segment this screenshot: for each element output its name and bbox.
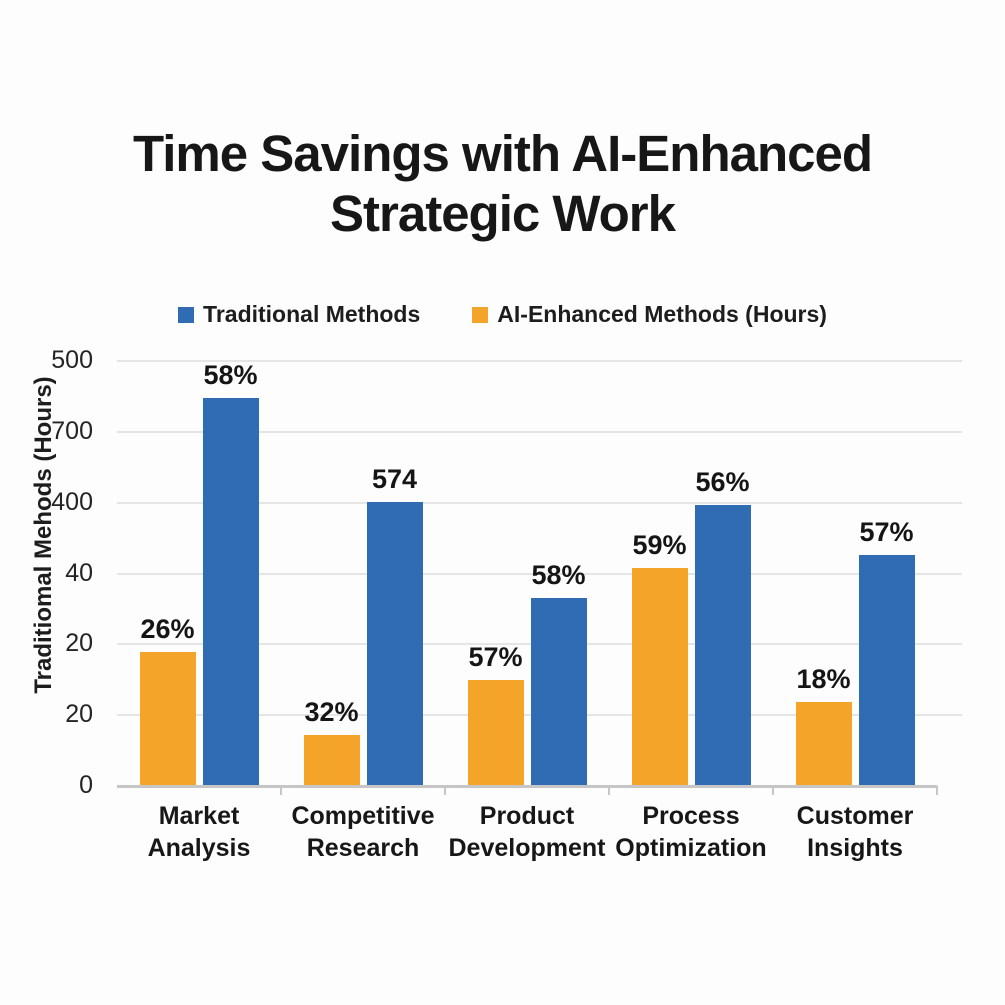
bar-value-label: 59% (632, 530, 687, 560)
bar-value-label: 58% (203, 360, 258, 390)
bar-ai-enhanced (467, 680, 524, 786)
bar-ai-enhanced (795, 702, 852, 786)
bar-ai-enhanced (303, 735, 360, 786)
x-category-label: Market Analysis (147, 802, 251, 862)
bar-value-label: 57% (859, 517, 914, 547)
chart-title-line1: Time Savings with AI-Enhanced (133, 125, 873, 182)
x-axis-tick (608, 786, 610, 795)
y-tick-label: 500 (51, 346, 93, 374)
gridline (117, 572, 962, 575)
x-axis-tick (280, 786, 282, 795)
legend-label-ai-enhanced-methods: AI-Enhanced Methods (Hours) (497, 301, 827, 327)
bar-value-label: 57% (468, 642, 523, 672)
bar-traditional (694, 505, 751, 786)
gridline (117, 501, 962, 504)
gridline (117, 430, 962, 433)
x-axis-line (117, 785, 937, 788)
y-tick-label: 0 (79, 771, 93, 799)
y-tick-label: 40 (65, 558, 93, 587)
legend-item-traditional-methods: Traditional Methods (178, 301, 420, 328)
bar-value-label: 26% (140, 614, 195, 644)
bar-ai-enhanced (631, 568, 688, 786)
y-tick-label: 400 (51, 487, 93, 516)
x-category-label: Competitive Research (291, 802, 435, 862)
y-tick-label: 20 (65, 629, 93, 658)
y-tick-label: 700 (51, 416, 93, 445)
legend-item-ai-enhanced-methods: AI-Enhanced Methods (Hours) (472, 301, 827, 328)
x-category-label: Product Development (448, 802, 606, 862)
bar-value-label: 574 (371, 464, 418, 494)
x-axis-tick (444, 786, 446, 795)
bar-ai-enhanced (139, 652, 196, 786)
bar-traditional (366, 502, 423, 786)
x-axis-tick (772, 786, 774, 795)
bar-value-label: 58% (531, 560, 586, 590)
bar-value-label: 32% (304, 697, 359, 727)
x-axis-tick (936, 786, 938, 795)
bar-traditional (858, 555, 915, 786)
bar-traditional (530, 598, 587, 786)
x-category-label: Process Optimization (615, 802, 767, 862)
bar-value-label: 18% (796, 664, 851, 694)
legend-swatch-orange (472, 306, 489, 323)
chart-title-line2: Strategic Work (330, 185, 676, 242)
legend-swatch-blue (178, 306, 195, 323)
x-category-label: Customer Insights (796, 802, 914, 862)
chart-title: Time Savings with AI-Enhanced Strategic W… (0, 124, 1005, 244)
bar-traditional (202, 398, 259, 786)
legend-label-traditional-methods: Traditional Methods (203, 301, 421, 327)
gridline (117, 360, 962, 362)
y-tick-label: 20 (65, 700, 93, 729)
bar-value-label: 56% (695, 467, 750, 497)
legend: Traditional Methods AI-Enhanced Methods … (0, 301, 1005, 328)
